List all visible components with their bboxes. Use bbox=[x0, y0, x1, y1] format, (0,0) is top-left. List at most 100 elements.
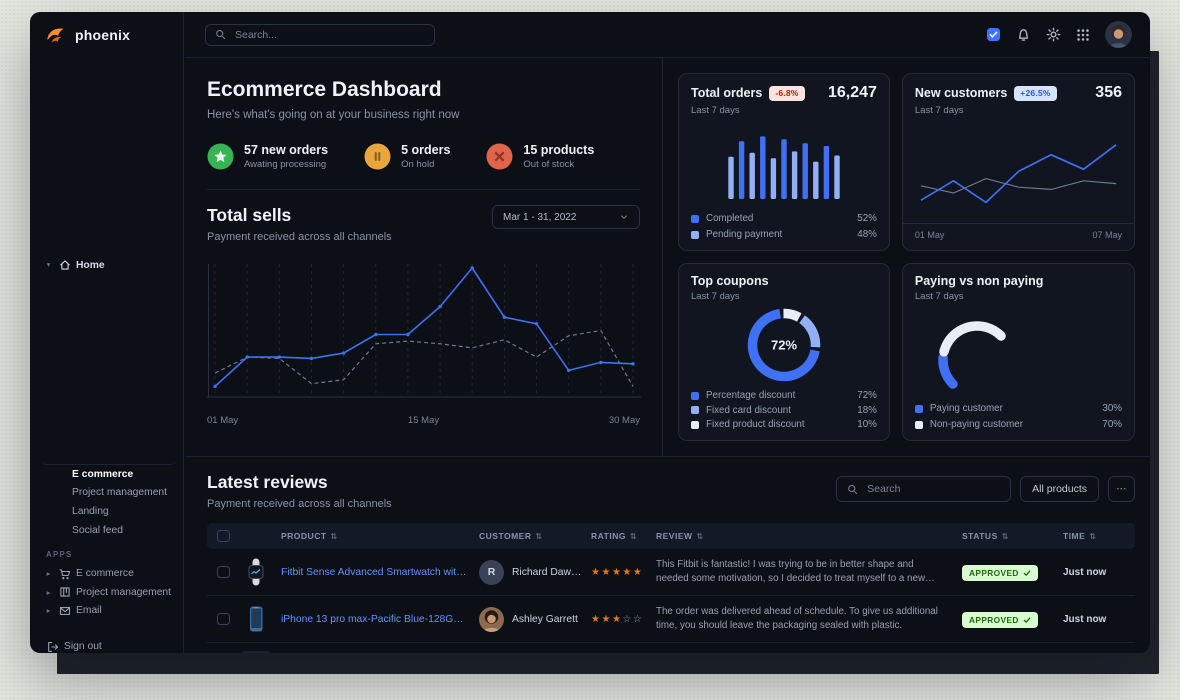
sort-icon: ⇅ bbox=[629, 531, 638, 541]
customer-avatar bbox=[479, 606, 504, 632]
legend-value: 70% bbox=[1102, 419, 1122, 430]
card-title: Total orders bbox=[691, 86, 763, 100]
sidebar-item-events[interactable]: ▸Events bbox=[42, 620, 175, 625]
latest-reviews-section: Latest reviews Payment received across a… bbox=[185, 457, 1150, 653]
select-all-checkbox[interactable] bbox=[217, 529, 230, 543]
sidebar-item-label: Social feed bbox=[72, 524, 123, 536]
legend-item-fixed-card-discount: Fixed card discount 18% bbox=[691, 405, 877, 416]
column-header-review[interactable]: REVIEW ⇅ bbox=[656, 531, 962, 541]
legend-swatch bbox=[691, 406, 699, 414]
row-checkbox[interactable] bbox=[217, 612, 230, 626]
status-badge: APPROVED bbox=[962, 565, 1038, 581]
sidebar-item-sign-out[interactable]: Sign out bbox=[44, 640, 183, 653]
mail-icon bbox=[58, 604, 71, 617]
customer-name: Richard Dawkins bbox=[512, 566, 583, 578]
legend-item-completed: Completed 52% bbox=[691, 213, 877, 224]
search-icon bbox=[847, 484, 858, 495]
sidebar-item-e-commerce[interactable]: E commerce bbox=[42, 465, 175, 484]
legend-swatch bbox=[691, 230, 699, 239]
stat-on-hold: 5 orders On hold bbox=[364, 143, 450, 170]
dashboard-top-section: Ecommerce Dashboard Here's what's going … bbox=[185, 58, 1150, 457]
main-content: Ecommerce Dashboard Here's what's going … bbox=[185, 58, 1150, 653]
legend-item-fixed-product-discount: Fixed product discount 10% bbox=[691, 419, 877, 430]
card-period: Last 7 days bbox=[914, 105, 964, 116]
home-icon bbox=[58, 259, 71, 272]
logo[interactable]: phoenix bbox=[30, 12, 183, 58]
x-axis-label: 01 May bbox=[914, 230, 945, 240]
product-link[interactable]: Fitbit Sense Advanced Smartwatch with To… bbox=[281, 566, 469, 578]
new-customers-value: 356 bbox=[1095, 84, 1122, 101]
latest-reviews-title: Latest reviews bbox=[207, 472, 328, 492]
column-label: REVIEW bbox=[656, 531, 693, 541]
column-header-rating[interactable]: RATING ⇅ bbox=[591, 531, 656, 541]
global-search[interactable] bbox=[205, 23, 435, 46]
total-sells-chart bbox=[207, 259, 641, 409]
reviews-table: PRODUCT ⇅ CUSTOMER ⇅ RATING ⇅ REVIEW ⇅ STATUS ⇅ TI… bbox=[207, 523, 1135, 653]
bell-icon[interactable] bbox=[1016, 27, 1031, 42]
row-checkbox[interactable] bbox=[217, 565, 230, 579]
search-icon bbox=[215, 29, 226, 40]
pause-badge-icon bbox=[364, 143, 391, 170]
star-icon: ★ bbox=[591, 613, 602, 625]
column-label: PRODUCT bbox=[281, 531, 327, 541]
caret-icon: ▸ bbox=[46, 587, 51, 597]
dashboard-left-column: Ecommerce Dashboard Here's what's going … bbox=[185, 58, 663, 456]
grid-icon[interactable] bbox=[1076, 28, 1090, 42]
legend-item-pending-payment: Pending payment 48% bbox=[691, 229, 877, 240]
cart-icon bbox=[58, 567, 71, 580]
sidebar-item-label: E commerce bbox=[72, 468, 134, 480]
column-label: STATUS bbox=[962, 531, 998, 541]
reviews-search[interactable] bbox=[836, 476, 1012, 502]
status-cell: APPROVED bbox=[962, 563, 1063, 581]
column-header-time[interactable]: TIME ⇅ bbox=[1063, 531, 1135, 541]
sidebar-item-social-feed[interactable]: Social feed bbox=[42, 521, 175, 540]
top-coupons-card: Top coupons Last 7 days 72% Percentage d… bbox=[678, 263, 890, 441]
page-subtitle: Here's what's going on at your business … bbox=[207, 109, 460, 121]
sidebar-item-home[interactable]: ▾ Home bbox=[42, 66, 175, 465]
legend-value: 52% bbox=[857, 213, 877, 224]
sidebar: phoenix ▾ Home E commerce Project managemen… bbox=[30, 12, 184, 653]
product-link[interactable]: iPhone 13 pro max-Pacific Blue-128GB sto… bbox=[281, 613, 469, 625]
sign-out-icon bbox=[46, 640, 59, 653]
paying-legend: Paying customer 30% Non-paying customer 70% bbox=[914, 403, 1122, 430]
check-square-icon[interactable] bbox=[986, 27, 1001, 42]
sidebar-item-project-management[interactable]: Project management bbox=[42, 484, 175, 503]
stat-text: 15 products Out of stock bbox=[523, 143, 594, 170]
paying-vs-non-paying-card: Paying vs non paying Last 7 days Paying … bbox=[901, 263, 1135, 441]
x-axis-label: 30 May bbox=[608, 415, 640, 426]
card-title: Top coupons bbox=[691, 274, 769, 288]
status-label: APPROVED bbox=[969, 615, 1019, 625]
more-options-button[interactable]: ⋯ bbox=[1108, 476, 1135, 502]
column-header-product[interactable]: PRODUCT ⇅ bbox=[241, 531, 479, 541]
customer-cell: R Richard Dawkins bbox=[479, 559, 591, 585]
sidebar-item-e-commerce[interactable]: ▸ E commerce bbox=[42, 564, 175, 583]
legend-label: Pending payment bbox=[706, 229, 783, 240]
sidebar-item-email[interactable]: ▸ Email bbox=[42, 602, 175, 621]
legend-swatch bbox=[914, 404, 923, 413]
card-period: Last 7 days bbox=[914, 291, 964, 302]
gear-icon[interactable] bbox=[1046, 27, 1061, 42]
sidebar-item-landing[interactable]: Landing bbox=[42, 502, 175, 521]
column-header-status[interactable]: STATUS ⇅ bbox=[962, 531, 1063, 541]
search-input[interactable] bbox=[233, 27, 425, 42]
total-sells-title: Total sells bbox=[207, 205, 292, 225]
sort-icon: ⇅ bbox=[330, 531, 338, 541]
legend-value: 18% bbox=[857, 404, 877, 416]
review-row-partial bbox=[207, 643, 1135, 653]
total-sells-subtitle: Payment received across all channels bbox=[207, 231, 392, 243]
stat-awating-processing: 57 new orders Awating processing bbox=[207, 143, 328, 170]
user-avatar[interactable] bbox=[1105, 21, 1132, 48]
sidebar-item-project-management[interactable]: ▸ Project management bbox=[42, 583, 175, 602]
total-orders-bar-chart bbox=[691, 116, 877, 211]
all-products-filter[interactable]: All products bbox=[1020, 476, 1099, 502]
legend-label: Fixed card discount bbox=[706, 404, 791, 416]
column-header-customer[interactable]: CUSTOMER ⇅ bbox=[479, 531, 591, 541]
legend-value: 72% bbox=[857, 390, 877, 401]
review-row: iPhone 13 pro max-Pacific Blue-128GB sto… bbox=[207, 596, 1135, 643]
logo-text: phoenix bbox=[75, 27, 131, 43]
legend-value: 10% bbox=[857, 419, 877, 430]
reviews-search-input[interactable] bbox=[865, 482, 1005, 496]
app-window: phoenix ▾ Home E commerce Project managemen… bbox=[30, 12, 1150, 653]
sidebar-item-label: Project management bbox=[76, 586, 172, 598]
date-range-select[interactable]: Mar 1 - 31, 2022 bbox=[492, 205, 640, 229]
